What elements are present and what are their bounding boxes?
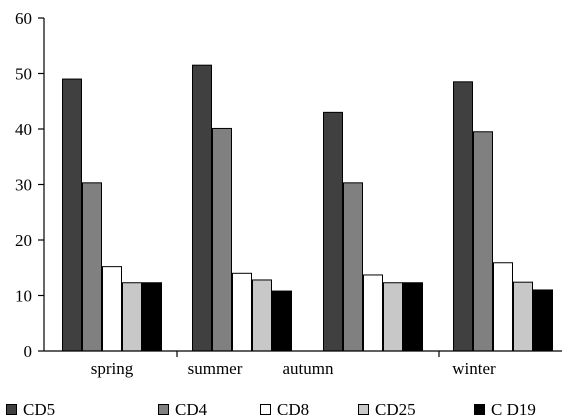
- legend-swatch-cd8: [260, 404, 271, 415]
- x-tick-label-autumn: autumn: [283, 359, 334, 378]
- y-tick-label: 20: [15, 231, 32, 250]
- bar-cd5-winter: [453, 81, 473, 352]
- bar-cd5-spring: [62, 78, 82, 352]
- bar-cd5-summer: [192, 64, 212, 352]
- bar-cd4-winter: [473, 131, 493, 352]
- legend-swatch-cd5: [6, 404, 17, 415]
- legend-label-cd5: CD5: [23, 400, 55, 419]
- bar-cd25-winter: [513, 281, 533, 352]
- bar-cd8-summer: [232, 272, 252, 352]
- x-tick-label-winter: winter: [452, 359, 496, 378]
- y-tick-label: 60: [15, 9, 32, 28]
- y-tick-label: 50: [15, 65, 32, 84]
- bar-cd19-spring: [142, 282, 162, 352]
- bar-cd8-winter: [493, 262, 513, 352]
- x-tick-label-spring: spring: [91, 359, 134, 378]
- bar-cd19-autumn: [403, 282, 423, 352]
- bar-cd25-spring: [122, 282, 142, 352]
- bar-cd19-winter: [533, 289, 553, 352]
- bar-cd4-autumn: [343, 182, 363, 352]
- y-tick-label: 40: [15, 120, 32, 139]
- bar-cd25-summer: [252, 279, 272, 352]
- bar-cd25-autumn: [383, 282, 403, 352]
- bar-cd8-autumn: [363, 274, 383, 352]
- bar-cd4-summer: [212, 127, 232, 352]
- legend-label-cd19: C D19: [491, 400, 536, 419]
- bar-cd8-spring: [102, 266, 122, 352]
- legend-swatch-cd4: [158, 404, 169, 415]
- y-tick-label: 10: [15, 287, 32, 306]
- x-tick-label-summer: summer: [188, 359, 243, 378]
- bar-cd5-autumn: [323, 111, 343, 352]
- legend: CD5 CD4 CD8 CD25 C D19: [6, 400, 536, 419]
- legend-swatch-cd25: [358, 404, 369, 415]
- legend-label-cd4: CD4: [175, 400, 208, 419]
- legend-label-cd8: CD8: [277, 400, 309, 419]
- y-tick-label: 0: [24, 342, 33, 361]
- bar-cd19-summer: [272, 290, 292, 352]
- y-tick-label: 30: [15, 176, 32, 195]
- bar-cd4-spring: [82, 182, 102, 352]
- legend-label-cd25: CD25: [375, 400, 416, 419]
- plot-area: 0 10 20 30 40 50 60 spring summer autumn winter: [15, 9, 562, 378]
- legend-swatch-cd19: [474, 404, 485, 415]
